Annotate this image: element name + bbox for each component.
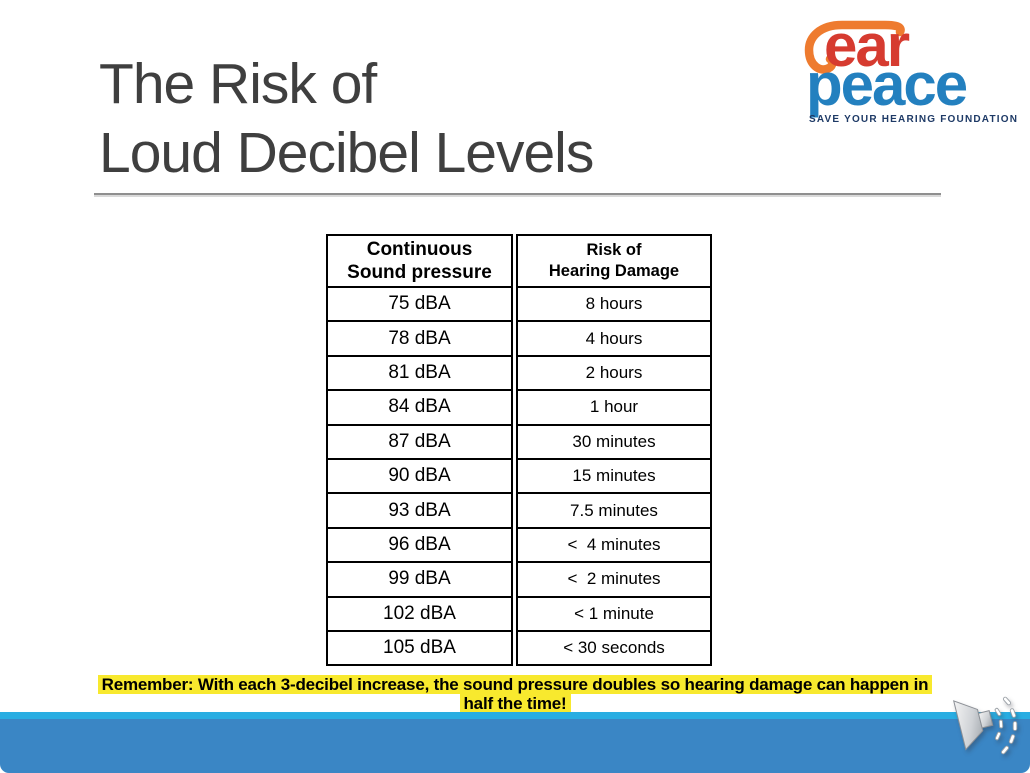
reminder-text: Remember: With each 3-decibel increase, … <box>0 675 1030 713</box>
hearing-damage-cells: 8 hours 4 hours 2 hours 1 hour 30 minute… <box>518 288 710 664</box>
table-cell-risk: < 30 seconds <box>563 638 665 658</box>
audio-speaker-icon[interactable] <box>951 694 1029 760</box>
table-cell-risk: 8 hours <box>518 288 710 323</box>
logo-word-ear: ear <box>824 12 910 79</box>
hearing-damage-column: Risk of Hearing Damage 8 hours 4 hours 2… <box>516 234 712 667</box>
reminder-line1-highlight: Remember: With each 3-decibel increase, … <box>97 675 933 694</box>
table-cell-risk: < 4 minutes <box>518 529 710 564</box>
sound-pressure-header: Continuous Sound pressure <box>328 236 511 288</box>
hearing-damage-header: Risk of Hearing Damage <box>518 236 710 288</box>
table-cell-risk: 1 hour <box>518 391 710 426</box>
sound-pressure-header-line1: Continuous <box>366 239 473 260</box>
table-cell-risk: 15 minutes <box>518 460 710 495</box>
table-cell-risk: < 1 minute <box>518 598 710 632</box>
table-cell-pressure: 93 dBA <box>328 494 511 529</box>
slide-title-line2: Loud Decibel Levels <box>99 121 594 185</box>
slide-title-line1: The Risk of <box>99 52 377 116</box>
bottom-cyan-stripe <box>0 712 1030 719</box>
logo-tagline: SAVE YOUR HEARING FOUNDATION <box>809 114 1019 125</box>
earpeace-logo: ear peace SAVE YOUR HEARING FOUNDATION <box>800 12 1019 136</box>
table-cell-pressure: 90 dBA <box>328 460 511 495</box>
speaker-body <box>953 700 994 751</box>
table-cell-pressure: 105 dBA <box>383 637 456 659</box>
bottom-blue-bar <box>0 719 1030 773</box>
table-cell-pressure: 81 dBA <box>328 357 511 392</box>
reminder-line2: half the time! <box>0 694 1030 713</box>
table-cell-pressure: 99 dBA <box>328 563 511 598</box>
table-cell-pressure: 78 dBA <box>328 322 511 357</box>
sound-pressure-cells: 75 dBA 78 dBA 81 dBA 84 dBA 87 dBA 90 dB… <box>328 288 511 664</box>
table-cell-pressure: 84 dBA <box>328 391 511 426</box>
slide-title: The Risk of Loud Decibel Levels <box>99 50 594 188</box>
table-cell-pressure: 87 dBA <box>328 426 511 460</box>
reminder-line2-highlight: half the time! <box>459 694 571 713</box>
table-cell-risk: 30 minutes <box>518 426 710 460</box>
hearing-damage-header-line1: Risk of <box>586 241 642 259</box>
decibel-risk-table: Continuous Sound pressure 75 dBA 78 dBA … <box>326 234 712 667</box>
sound-wave-dashes <box>994 696 1018 755</box>
reminder-line1: Remember: With each 3-decibel increase, … <box>0 675 1030 694</box>
table-cell-risk: 4 hours <box>518 322 710 357</box>
sound-pressure-column: Continuous Sound pressure 75 dBA 78 dBA … <box>326 234 513 667</box>
table-cell-risk: 7.5 minutes <box>518 494 710 529</box>
table-cell-pressure: 96 dBA <box>328 529 511 564</box>
table-cell-risk: < 2 minutes <box>518 563 710 598</box>
ear-arc-icon <box>804 20 905 74</box>
table-cell-risk: 2 hours <box>518 357 710 392</box>
table-cell-pressure: 75 dBA <box>328 288 511 323</box>
sound-pressure-header-line2: Sound pressure <box>347 262 492 283</box>
title-underline <box>94 193 941 195</box>
logo-word-peace: peace <box>806 51 968 118</box>
table-cell-pressure: 102 dBA <box>328 598 511 632</box>
hearing-damage-header-line2: Hearing Damage <box>548 262 680 280</box>
